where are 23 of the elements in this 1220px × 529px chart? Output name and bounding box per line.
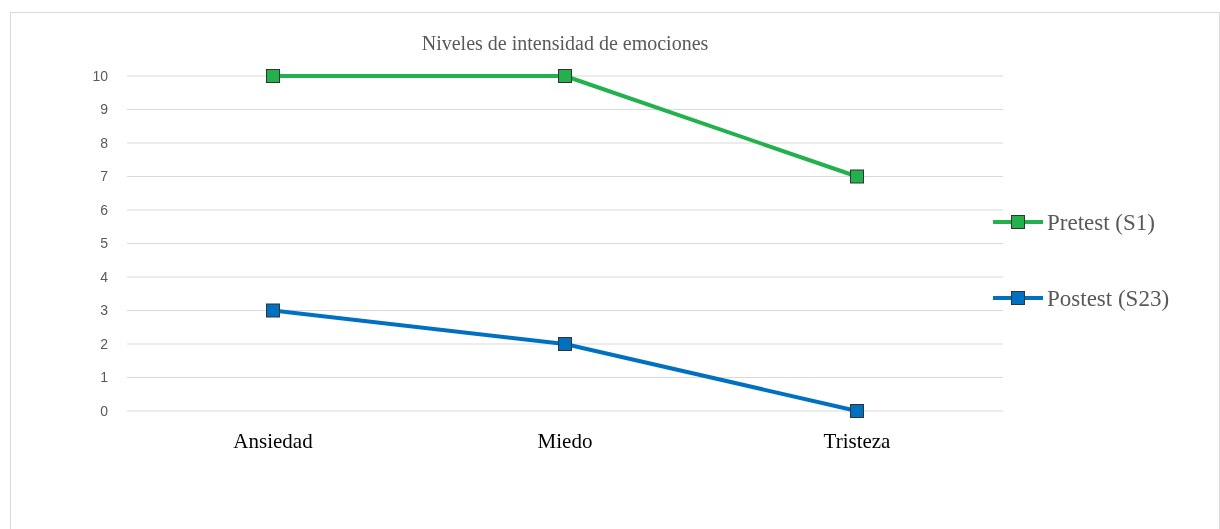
point — [266, 303, 280, 318]
point — [850, 404, 864, 418]
chart-title: Niveles de intensidad de emociones — [421, 32, 709, 54]
y-tick-label: 3 — [100, 302, 109, 319]
y-tick-label: 5 — [100, 235, 109, 252]
legend-label: Postest (S23) — [1047, 286, 1170, 312]
legend-label: Pretest (S1) — [1047, 210, 1155, 236]
point — [558, 69, 572, 83]
y-tick-label: 0 — [100, 402, 109, 419]
x-tick-label: Ansiedad — [233, 429, 314, 453]
x-tick-label: Tristeza — [823, 429, 892, 453]
y-tick-label: 2 — [100, 335, 109, 352]
y-tick-label: 6 — [100, 201, 109, 218]
y-tick-label: 7 — [100, 168, 109, 185]
y-tick-label: 9 — [100, 101, 109, 118]
point — [850, 169, 864, 184]
y-tick-label: 10 — [92, 67, 109, 84]
y-tick-label: 8 — [100, 134, 109, 151]
x-tick-label: Miedo — [537, 429, 593, 453]
y-tick-label: 1 — [100, 369, 109, 386]
point — [558, 337, 572, 351]
y-tick-label: 4 — [100, 268, 109, 285]
point — [266, 69, 280, 83]
